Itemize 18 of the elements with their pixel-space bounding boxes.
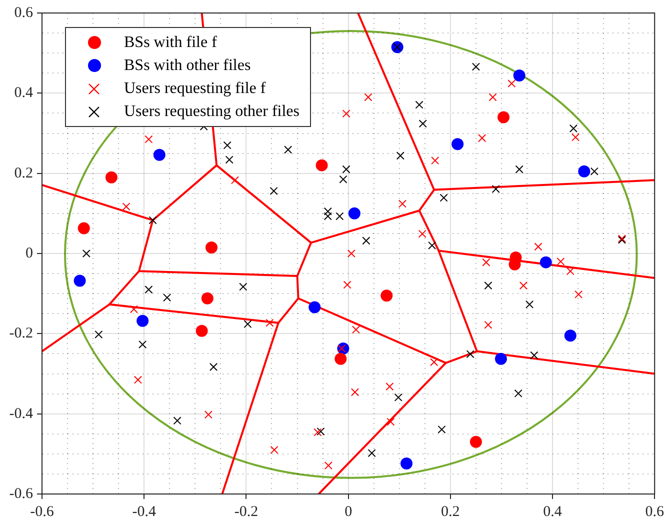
y-tick-label: 0.6 <box>14 4 34 21</box>
legend-label: BSs with file f <box>124 34 217 52</box>
legend-label: Users requesting file f <box>124 80 266 98</box>
x-tick-label: 0.6 <box>645 504 664 520</box>
legend-label: Users requesting other files <box>124 102 300 120</box>
legend-label: BSs with other files <box>124 56 251 74</box>
x-tick-label: -0.4 <box>132 504 156 520</box>
y-tick-label: -0.6 <box>9 486 34 502</box>
y-tick-label: -0.2 <box>9 326 33 342</box>
y-tick-label: 0.4 <box>14 85 34 102</box>
y-tick-label: 0 <box>26 245 33 262</box>
y-tick-label: 0.2 <box>14 165 33 182</box>
x-tick-label: 0.2 <box>441 504 460 520</box>
x-tick-label: -0.2 <box>234 504 258 520</box>
x-tick-label: -0.6 <box>30 504 54 520</box>
y-tick-label: -0.4 <box>9 406 34 422</box>
x-tick-label: 0 <box>344 504 352 520</box>
x-tick-label: 0.4 <box>543 504 562 520</box>
